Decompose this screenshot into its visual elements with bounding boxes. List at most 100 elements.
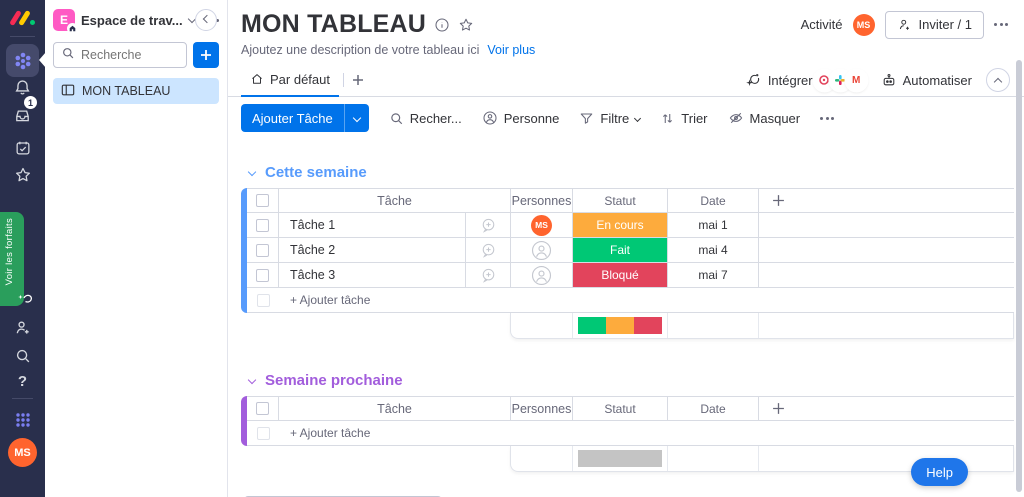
add-board-button[interactable] — [193, 42, 219, 68]
workspace-icon[interactable]: E — [53, 9, 78, 34]
group-title[interactable]: Semaine prochaine — [241, 369, 1024, 391]
monday-logo-icon[interactable] — [9, 8, 37, 30]
column-header-status[interactable]: Statut — [573, 397, 668, 420]
group-summary-row — [510, 313, 1014, 339]
colorful-plus-app-logo-icon — [829, 69, 851, 91]
board-more-options-icon[interactable] — [994, 23, 1008, 26]
task-name-cell[interactable]: Tâche 3 — [279, 263, 466, 287]
apps-grid-icon[interactable] — [11, 408, 34, 431]
column-header-date[interactable]: Date — [668, 189, 759, 212]
workspace-search-input[interactable] — [81, 48, 179, 62]
column-header-task[interactable]: Tâche — [279, 397, 511, 420]
automate-button[interactable]: Automatiser — [881, 72, 972, 88]
add-task-row[interactable]: + Ajouter tâche — [247, 421, 1014, 446]
task-name-cell[interactable]: Tâche 2 — [279, 238, 466, 262]
workspace-header[interactable]: E Espace de trav... — [53, 8, 219, 34]
tab-par-defaut[interactable]: Par défaut — [241, 64, 339, 97]
row-checkbox[interactable] — [247, 263, 279, 287]
date-cell[interactable]: mai 4 — [668, 238, 759, 262]
column-header-task[interactable]: Tâche — [279, 189, 511, 212]
column-header-date[interactable]: Date — [668, 397, 759, 420]
add-update-bubble-icon[interactable] — [466, 238, 511, 262]
see-more-link[interactable]: Voir plus — [487, 43, 536, 57]
group-title[interactable]: Cette semaine — [241, 161, 1024, 183]
invite-members-icon[interactable] — [11, 316, 34, 339]
add-column-button[interactable] — [759, 189, 1014, 212]
search-tool[interactable]: Recher... — [389, 111, 462, 126]
row-checkbox[interactable] — [247, 238, 279, 262]
date-cell[interactable]: mai 1 — [668, 213, 759, 237]
add-view-tab-button[interactable] — [348, 70, 368, 90]
status-cell[interactable]: Fait — [573, 238, 668, 262]
group-table: Tâche Personnes Statut Date + Ajouter tâ… — [241, 396, 1014, 446]
status-cell[interactable]: Bloqué — [573, 263, 668, 287]
promo-label: Voir les forfaits — [4, 218, 15, 286]
search-icon[interactable] — [11, 344, 34, 367]
summary-date-cell — [668, 446, 759, 471]
chevron-down-icon[interactable] — [247, 375, 257, 385]
filter-tool-label: Filtre — [600, 110, 630, 126]
group-next-week: Semaine prochaine Tâche Personnes Statut… — [241, 369, 1024, 472]
add-update-bubble-icon[interactable] — [466, 263, 511, 287]
my-work-calendar-icon[interactable] — [11, 136, 34, 159]
workspace-search-box[interactable] — [53, 42, 187, 68]
board-info-icon[interactable] — [434, 17, 450, 33]
select-all-checkbox[interactable] — [247, 397, 279, 420]
toolbar-more-options-icon[interactable] — [820, 116, 835, 120]
notifications-bell-icon[interactable] — [11, 76, 34, 99]
sort-tool-label: Trier — [681, 110, 708, 126]
home-badge-icon — [67, 23, 78, 34]
integration-badges[interactable]: M — [813, 69, 867, 91]
sidebar-item-board[interactable]: MON TABLEAU — [53, 78, 219, 104]
add-task-row-label[interactable]: + Ajouter tâche — [290, 426, 371, 440]
activity-button[interactable]: Activité — [800, 17, 843, 32]
select-all-checkbox[interactable] — [247, 189, 279, 212]
integrate-button[interactable]: Intégrer — [745, 72, 813, 88]
favorite-star-icon[interactable] — [458, 17, 474, 33]
person-cell[interactable] — [511, 238, 573, 262]
group-color-bar — [241, 188, 247, 313]
collapse-header-button[interactable] — [986, 68, 1010, 92]
help-question-icon[interactable]: ? — [11, 370, 34, 393]
sort-tool[interactable]: Trier — [660, 110, 708, 126]
add-update-bubble-icon[interactable] — [466, 213, 511, 237]
filter-tool[interactable]: Filtre — [579, 110, 642, 126]
row-checkbox[interactable] — [247, 213, 279, 237]
plans-promo-banner[interactable]: Voir les forfaits — [0, 212, 24, 306]
add-column-button[interactable] — [759, 397, 1014, 420]
invite-button[interactable]: Inviter / 1 — [884, 10, 984, 39]
column-header-people[interactable]: Personnes — [511, 397, 573, 420]
work-management-app-icon[interactable] — [6, 44, 39, 77]
user-avatar[interactable]: MS — [8, 438, 37, 467]
selected-app-notch — [39, 52, 46, 68]
add-task-row[interactable]: + Ajouter tâche — [247, 288, 1014, 313]
hide-tool[interactable]: Masquer — [728, 110, 801, 126]
status-distribution-cell[interactable] — [573, 446, 668, 471]
chevron-down-icon[interactable] — [247, 167, 257, 177]
status-distribution-cell[interactable] — [573, 313, 668, 338]
group-table: Tâche Personnes Statut Date Tâche 1 — [241, 188, 1014, 313]
person-filter-tool[interactable]: Personne — [482, 110, 559, 126]
summary-people-cell — [511, 446, 573, 471]
add-task-button[interactable]: Ajouter Tâche — [241, 104, 369, 132]
person-placeholder-icon — [531, 240, 552, 260]
vertical-scrollbar[interactable] — [1016, 60, 1022, 492]
add-task-label: Ajouter Tâche — [252, 110, 333, 126]
activity-avatar[interactable]: MS — [852, 13, 875, 36]
add-task-dropdown[interactable] — [343, 104, 369, 132]
empty-cell — [759, 238, 1014, 262]
favorites-star-icon[interactable] — [11, 163, 34, 186]
hide-tool-label: Masquer — [749, 110, 801, 126]
collapse-panel-button[interactable] — [195, 9, 217, 31]
person-cell[interactable] — [511, 263, 573, 287]
column-header-people[interactable]: Personnes — [511, 189, 573, 212]
inbox-icon[interactable] — [11, 104, 34, 127]
help-button[interactable]: Help — [911, 458, 968, 486]
date-cell[interactable]: mai 7 — [668, 263, 759, 287]
person-cell[interactable]: MS — [511, 213, 573, 237]
board-description[interactable]: Ajoutez une description de votre tableau… — [241, 43, 480, 57]
task-name-cell[interactable]: Tâche 1 — [279, 213, 466, 237]
status-cell[interactable]: En cours — [573, 213, 668, 237]
add-task-row-label[interactable]: + Ajouter tâche — [290, 293, 371, 307]
column-header-status[interactable]: Statut — [573, 189, 668, 212]
